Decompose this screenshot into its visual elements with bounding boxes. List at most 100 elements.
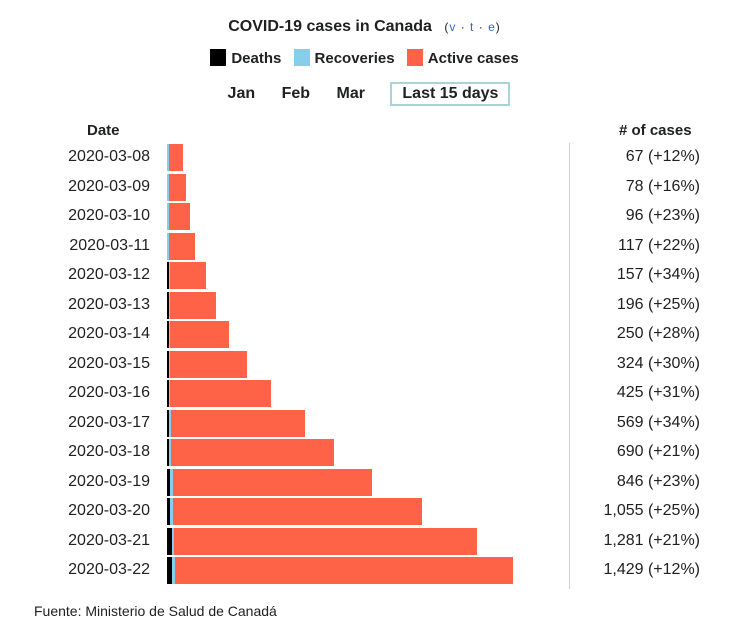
bar-active-cases: [172, 468, 372, 496]
case-count-label: 846 (+23%): [616, 472, 700, 490]
bar-recoveries: [171, 527, 175, 555]
legend-label-recoveries: Recoveries: [314, 50, 395, 67]
case-count-label: 117 (+22%): [618, 236, 700, 254]
bar-active-cases: [168, 232, 196, 260]
bar-recoveries: [169, 468, 173, 496]
bar-active-cases: [168, 203, 191, 230]
date-label: 2020-03-14: [68, 325, 150, 342]
date-label: 2020-03-16: [68, 384, 150, 401]
bar-recoveries: [168, 321, 171, 348]
case-count-label: 196 (+25%): [616, 295, 700, 313]
bar-deaths: [167, 380, 169, 407]
bar-deaths: [167, 498, 171, 525]
bar-deaths: [167, 439, 170, 466]
bar-deaths: [167, 350, 169, 378]
case-count-label: 1,429 (+12%): [603, 561, 700, 578]
tab-last-15-days[interactable]: Last 15 days: [390, 82, 511, 106]
case-count-label: 425 (+31%): [616, 384, 700, 401]
tab-mar[interactable]: Mar: [336, 85, 365, 102]
date-label: 2020-03-22: [68, 561, 150, 578]
chart-legend: Deaths Recoveries Active cases: [0, 49, 729, 67]
case-count-label: 78 (+16%): [625, 177, 700, 195]
date-label: 2020-03-11: [69, 236, 150, 254]
bar-active-cases: [174, 527, 477, 555]
bar-recoveries: [167, 232, 169, 260]
date-label: 2020-03-10: [68, 207, 150, 224]
bar-recoveries: [168, 380, 171, 407]
date-label: 2020-03-15: [68, 354, 150, 372]
legend-label-active: Active cases: [427, 50, 519, 67]
bar-active-cases: [170, 409, 305, 437]
bar-active-cases: [170, 321, 229, 348]
bar-recoveries: [168, 291, 171, 319]
legend-swatch-deaths: [210, 49, 227, 66]
legend-label-deaths: Deaths: [231, 50, 282, 67]
bar-recoveries: [167, 173, 169, 201]
date-label: 2020-03-09: [68, 177, 150, 195]
bar-recoveries: [168, 350, 171, 378]
vte-links: (v · t · e): [444, 20, 500, 34]
case-count-label: 324 (+30%): [616, 354, 700, 372]
date-label: 2020-03-19: [68, 472, 150, 490]
bar-active-cases: [170, 262, 207, 289]
legend-swatch-active: [406, 49, 423, 66]
date-label: 2020-03-21: [68, 531, 150, 549]
bar-active-cases: [168, 173, 186, 201]
vte-dot: ·: [478, 20, 484, 34]
vte-view-link[interactable]: v: [449, 20, 457, 34]
date-label: 2020-03-12: [68, 266, 150, 283]
chart-title: COVID-19 cases in Canada: [228, 18, 432, 35]
bar-recoveries: [168, 409, 171, 437]
bar-recoveries: [167, 203, 169, 230]
case-count-label: 1,281 (+21%): [603, 531, 700, 549]
bar-active-cases: [170, 291, 216, 319]
date-label: 2020-03-18: [68, 443, 150, 460]
bar-deaths: [167, 321, 169, 348]
bar-active-cases: [170, 380, 271, 407]
bar-active-cases: [170, 350, 247, 378]
date-column-header: Date: [87, 122, 120, 139]
legend-recoveries: Recoveries: [293, 49, 395, 67]
source-note: Fuente: Ministerio de Salud de Canadá: [34, 603, 277, 619]
cases-column-header: # of cases: [619, 122, 692, 139]
vte-edit-link[interactable]: e: [488, 20, 496, 34]
bar-deaths: [167, 262, 169, 289]
date-label: 2020-03-20: [68, 502, 150, 519]
chart-title-bar: COVID-19 cases in Canada (v · t · e): [0, 18, 729, 36]
bar-recoveries: [167, 144, 169, 171]
bar-recoveries: [172, 557, 175, 584]
date-label: 2020-03-17: [68, 413, 150, 431]
bar-deaths: [167, 468, 170, 496]
legend-deaths: Deaths: [210, 49, 281, 67]
period-tabs: Jan Feb Mar Last 15 days: [0, 82, 729, 106]
case-count-label: 250 (+28%): [616, 325, 700, 342]
bar-recoveries: [169, 439, 172, 466]
bar-recoveries: [170, 498, 173, 525]
case-count-label: 690 (+21%): [616, 443, 700, 460]
bar-deaths: [167, 409, 169, 437]
date-label: 2020-03-13: [68, 295, 150, 313]
bar-deaths: [167, 527, 172, 555]
tab-feb[interactable]: Feb: [281, 85, 311, 102]
column-separator: [569, 143, 570, 589]
vte-close: ): [495, 20, 501, 34]
vte-dot: ·: [460, 20, 466, 34]
case-count-label: 96 (+23%): [625, 207, 700, 224]
case-count-label: 157 (+34%): [616, 266, 700, 283]
bar-deaths: [167, 291, 169, 319]
bar-active-cases: [172, 498, 423, 525]
vte-talk-link[interactable]: t: [470, 20, 475, 34]
bar-active-cases: [168, 144, 184, 171]
bar-recoveries: [168, 262, 171, 289]
bar-deaths: [167, 557, 173, 584]
vte-open: (: [444, 20, 450, 34]
case-count-label: 1,055 (+25%): [603, 502, 700, 519]
bar-active-cases: [171, 439, 334, 466]
case-count-label: 67 (+12%): [625, 148, 700, 165]
case-count-label: 569 (+34%): [616, 413, 700, 431]
legend-swatch-recoveries: [293, 49, 310, 66]
date-label: 2020-03-08: [68, 148, 150, 165]
tab-jan[interactable]: Jan: [227, 85, 256, 102]
legend-active: Active cases: [406, 49, 519, 67]
bar-active-cases: [174, 557, 513, 584]
